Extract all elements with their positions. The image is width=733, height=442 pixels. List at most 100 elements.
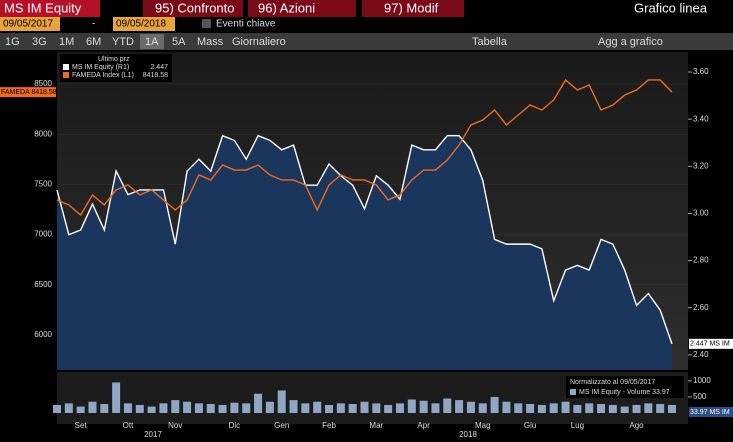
x-tick-label: Nov [168, 421, 182, 430]
volume-bar [597, 403, 606, 413]
x-tick-label: Mar [369, 421, 383, 430]
badge [689, 338, 733, 349]
badge-label: 33.97 MS IM [690, 409, 730, 416]
legend-title: Ultimo prz [98, 56, 130, 63]
volume-bar [431, 403, 440, 413]
period-button[interactable]: 1A [145, 36, 159, 48]
x-tick-label: Ott [123, 421, 134, 430]
volume-bar [313, 401, 322, 413]
date-field[interactable] [113, 17, 175, 31]
badge [689, 407, 733, 417]
period-button[interactable]: 1G [5, 36, 20, 48]
badge [0, 87, 56, 98]
line [56, 134, 673, 345]
area [57, 135, 672, 370]
y-tick-label: 8500 [34, 79, 52, 88]
volume-bar [502, 401, 511, 413]
x-tick-label: Feb [322, 421, 336, 430]
volume-bar [171, 400, 180, 413]
y-tick-label: 7500 [34, 179, 52, 188]
x-tick-label: Dic [229, 421, 241, 430]
volume-bar [206, 403, 215, 413]
badge-label: FAMEDA 8418.58 [1, 89, 57, 96]
date-field[interactable] [0, 17, 60, 31]
events-label: Eventi chiave [216, 19, 276, 30]
view-label: Grafico linea [634, 0, 708, 15]
volume-bar [147, 406, 156, 413]
x-tick-label: Mag [475, 421, 491, 430]
checkbox[interactable] [202, 19, 211, 28]
add-button[interactable]: Agg a grafico [598, 36, 663, 48]
volume-bar [135, 404, 144, 413]
y2-tick-label: 2.40 [693, 350, 709, 359]
volume-bar [514, 403, 523, 413]
volume-bar [76, 406, 85, 413]
legend-box [60, 54, 172, 82]
button[interactable] [362, 0, 464, 17]
security-field[interactable] [0, 0, 100, 17]
volume-bar [573, 404, 582, 413]
y2-tick-label: 3.40 [693, 114, 709, 123]
button-label: 96) Azioni [258, 0, 315, 15]
x-tick-label: Set [75, 421, 88, 430]
volume-bar [64, 403, 73, 413]
line [56, 78, 673, 217]
period-button[interactable]: 3G [32, 36, 47, 48]
volume-bar [372, 403, 381, 413]
x-tick-label: Apr [417, 421, 430, 430]
legend-value: 8418.58 [143, 72, 168, 79]
volume-bar [360, 401, 369, 413]
volume-bar [478, 403, 487, 413]
volume-bar [585, 403, 594, 413]
volume-bar [490, 396, 499, 413]
volume-bar [466, 401, 475, 413]
y2-tick-label: 2.80 [693, 256, 709, 265]
period-button[interactable]: 6M [86, 36, 101, 48]
button-label: 97) Modif [384, 0, 439, 15]
legend-swatch [63, 64, 69, 70]
volume-bar [53, 404, 61, 413]
table-button[interactable]: Tabella [472, 36, 508, 48]
period-button[interactable]: 1M [59, 36, 74, 48]
x-tick-label: Ago [629, 421, 644, 430]
period-selected [140, 34, 164, 49]
legend-swatch [570, 389, 576, 395]
volume-bar [230, 402, 239, 413]
volume-bar [289, 400, 298, 413]
button-label: 95) Confronto [155, 0, 235, 15]
volume-bar [100, 403, 109, 413]
x-group-label: 2017 [144, 430, 162, 439]
period-button[interactable]: Mass [197, 36, 224, 48]
y2-tick-label: 3.60 [693, 67, 709, 76]
button[interactable] [143, 0, 243, 17]
y2-tick-label: 3.20 [693, 161, 709, 170]
volume-bar [384, 404, 393, 413]
frequency[interactable]: Giornaliero [232, 36, 286, 48]
y2-tick-label: 3.00 [693, 209, 709, 218]
y2-tick-label: 2.60 [693, 303, 709, 312]
button[interactable] [248, 0, 356, 17]
period-button[interactable]: 5A [172, 36, 186, 48]
x-group-label: 2018 [459, 430, 477, 439]
volume-bar [455, 400, 464, 413]
volume-tick-label: 1000 [693, 376, 711, 385]
volume-bar [159, 403, 168, 413]
period-bar [0, 33, 733, 50]
x-tick-label: Lug [571, 421, 584, 430]
security: MS IM Equity [4, 0, 82, 15]
volume-bar [348, 403, 357, 413]
volume-bar [277, 390, 286, 413]
volume-bar [561, 401, 570, 413]
volume-bar [218, 404, 227, 413]
period-button[interactable]: YTD [112, 36, 134, 48]
y-tick-label: 8000 [34, 129, 52, 138]
legend-value: 2.447 [150, 64, 168, 71]
volume-legend-label: MS IM Equity - Volume 33.97 [579, 389, 670, 396]
volume-bar [112, 382, 121, 413]
volume-bar [194, 403, 203, 413]
legend-label: MS IM Equity (R1) [72, 64, 129, 71]
volume-bar [336, 403, 345, 413]
y-tick-label: 6500 [34, 280, 52, 289]
